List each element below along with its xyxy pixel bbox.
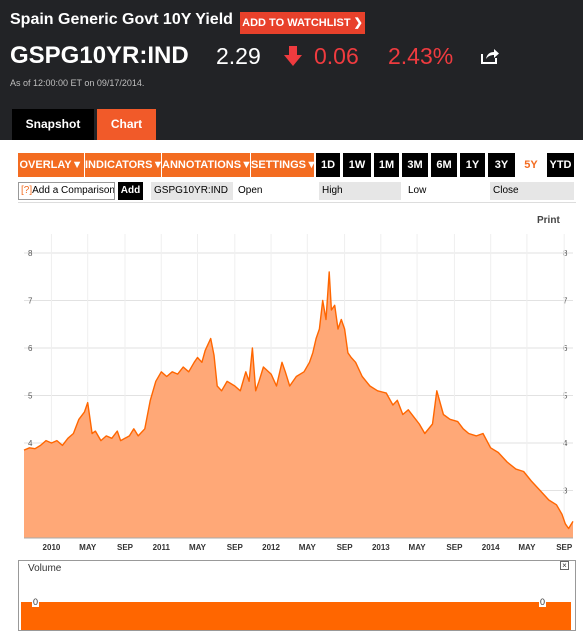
settings-menu[interactable]: SETTINGS▼ — [251, 153, 314, 177]
y-tick-label-right: 6 — [563, 344, 568, 353]
indicators-menu[interactable]: INDICATORS▼ — [85, 153, 161, 177]
x-tick-label: MAY — [189, 543, 207, 552]
field-high: High — [319, 182, 401, 200]
print-link[interactable]: Print — [537, 215, 560, 226]
range-3y[interactable]: 3Y — [488, 153, 515, 177]
add-comparison-button[interactable]: Add — [118, 182, 143, 200]
price-change-percent: 2.43% — [388, 43, 454, 69]
caret-down-icon: ▼ — [306, 159, 314, 171]
y-tick-label-left: 5 — [28, 392, 33, 401]
as-of-timestamp: As of 12:00:00 ET on 09/17/2014. — [10, 78, 145, 88]
chevron-right-icon: ❯ — [353, 17, 363, 29]
x-tick-label: MAY — [518, 543, 536, 552]
x-tick-label: MAY — [299, 543, 317, 552]
settings-menu-label: SETTINGS — [251, 159, 307, 171]
caret-down-icon: ▼ — [241, 159, 250, 171]
down-arrow-icon — [284, 46, 302, 66]
close-icon[interactable]: × — [560, 561, 569, 570]
field-close: Close — [490, 182, 574, 200]
y-tick-label-right: 5 — [563, 392, 568, 401]
x-tick-label: 2010 — [43, 543, 61, 552]
range-1w[interactable]: 1W — [343, 153, 371, 177]
y-tick-label-left: 6 — [28, 344, 33, 353]
x-tick-label: MAY — [79, 543, 97, 552]
price-line — [23, 271, 574, 530]
add-to-watchlist-button[interactable]: ADD TO WATCHLIST ❯ — [240, 12, 365, 34]
y-tick-label-right: 4 — [563, 439, 568, 448]
x-tick-label: MAY — [409, 543, 427, 552]
x-tick-label: SEP — [227, 543, 244, 552]
range-ytd[interactable]: YTD — [547, 153, 574, 177]
range-3m[interactable]: 3M — [402, 153, 428, 177]
y-tick-label-right: 3 — [563, 487, 568, 496]
x-tick-label: 2013 — [372, 543, 390, 552]
chart-area — [18, 202, 576, 556]
field-open: Open — [235, 182, 316, 200]
chart-toolbar: OVERLAY▼ INDICATORS▼ ANNOTATIONS▼ SETTIN… — [18, 153, 574, 177]
x-tick-label: 2012 — [262, 543, 280, 552]
overlay-menu[interactable]: OVERLAY▼ — [18, 153, 84, 177]
y-tick-label-right: 7 — [563, 297, 568, 306]
ticker-symbol: GSPG10YR:IND — [10, 42, 189, 69]
range-5y[interactable]: 5Y — [518, 153, 544, 177]
volume-label: Volume — [28, 563, 62, 574]
comparison-placeholder: Add a Comparison — [32, 185, 115, 196]
range-1y[interactable]: 1Y — [460, 153, 485, 177]
y-tick-label-left: 4 — [28, 439, 33, 448]
y-tick-label-right: 8 — [563, 249, 568, 258]
price-chart[interactable]: 3344556677882010MAYSEP2011MAYSEP2012MAYS… — [18, 230, 576, 556]
y-tick-label-left: 8 — [28, 249, 33, 258]
volume-bar — [21, 602, 571, 630]
tab-chart[interactable]: Chart — [97, 109, 156, 140]
annotations-menu-label: ANNOTATIONS — [162, 159, 242, 171]
x-tick-label: SEP — [337, 543, 354, 552]
x-tick-label: SEP — [117, 543, 134, 552]
x-tick-label: SEP — [446, 543, 463, 552]
range-6m[interactable]: 6M — [431, 153, 457, 177]
caret-down-icon: ▼ — [71, 159, 83, 171]
volume-axis-right: 0 — [539, 597, 547, 607]
indicators-menu-label: INDICATORS — [85, 159, 153, 171]
volume-axis-left: 0 — [32, 597, 40, 607]
last-price: 2.29 — [216, 43, 261, 69]
help-icon[interactable]: [?] — [21, 185, 33, 196]
annotations-menu[interactable]: ANNOTATIONS▼ — [162, 153, 250, 177]
range-1m[interactable]: 1M — [374, 153, 399, 177]
x-tick-label: SEP — [556, 543, 573, 552]
share-icon[interactable] — [481, 48, 499, 64]
field-low: Low — [405, 182, 487, 200]
field-symbol: GSPG10YR:IND — [151, 182, 233, 200]
tab-snapshot[interactable]: Snapshot — [12, 109, 94, 140]
comparison-input[interactable]: [?]Add a Comparison — [18, 182, 115, 200]
overlay-menu-label: OVERLAY — [19, 159, 72, 171]
page-title: Spain Generic Govt 10Y Yield — [10, 11, 233, 28]
x-tick-label: 2011 — [153, 543, 171, 552]
y-tick-label-left: 7 — [28, 297, 33, 306]
watchlist-label: ADD TO WATCHLIST — [242, 17, 351, 29]
caret-down-icon: ▼ — [152, 159, 161, 171]
volume-panel — [18, 560, 576, 631]
x-tick-label: 2014 — [482, 543, 500, 552]
price-change: 0.06 — [314, 43, 359, 69]
comparison-row: [?]Add a Comparison Add GSPG10YR:IND Ope… — [18, 182, 576, 200]
range-1d[interactable]: 1D — [316, 153, 340, 177]
price-area — [24, 272, 573, 538]
